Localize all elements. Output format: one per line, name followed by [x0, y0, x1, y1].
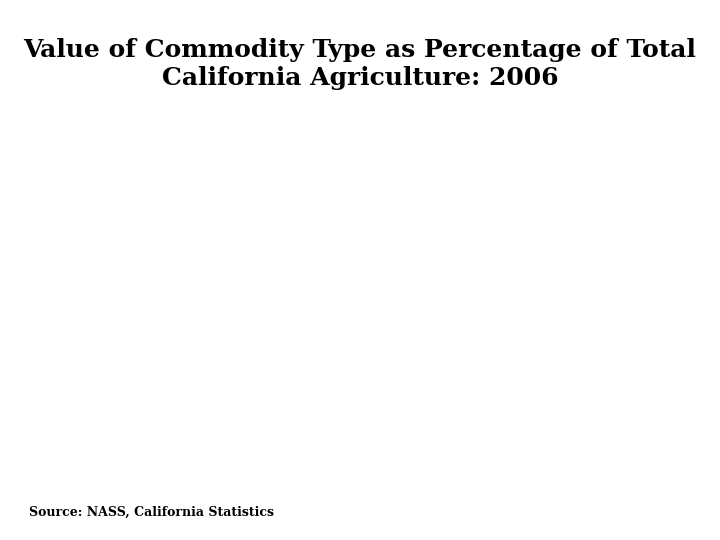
Text: Source: NASS, California Statistics: Source: NASS, California Statistics — [29, 505, 274, 518]
Text: Value of Commodity Type as Percentage of Total
California Agriculture: 2006: Value of Commodity Type as Percentage of… — [24, 38, 696, 90]
